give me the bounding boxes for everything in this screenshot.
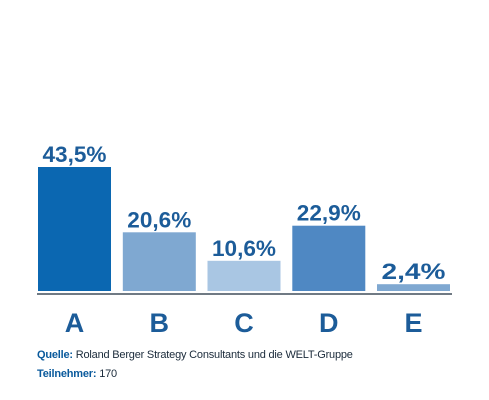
category-label-b: B xyxy=(150,308,170,338)
bar-a xyxy=(38,167,111,291)
category-label-a: A xyxy=(65,308,85,338)
participants-text: 170 xyxy=(96,368,117,380)
value-label-d: 22,9% xyxy=(297,201,361,226)
source-label: Quelle: xyxy=(37,349,73,361)
value-label-c: 10,6% xyxy=(212,236,276,261)
source-text: Roland Berger Strategy Consultants und d… xyxy=(72,349,353,361)
source-note: Quelle: Roland Berger Strategy Consultan… xyxy=(37,348,353,362)
bars-layer xyxy=(38,167,450,291)
category-label-d: D xyxy=(319,308,339,338)
category-labels-layer: A B C D E xyxy=(65,308,423,338)
category-label-c: C xyxy=(234,308,254,338)
bar-c xyxy=(207,260,281,291)
value-label-b: 20,6% xyxy=(127,207,191,232)
bar-b xyxy=(122,232,196,291)
bar-e xyxy=(377,284,450,291)
participants-note: Teilnehmer: 170 xyxy=(37,367,117,381)
value-label-a: 43,5% xyxy=(43,142,107,167)
value-labels-layer: 43,5% 20,6% 10,6% 22,9% 2,4% xyxy=(43,142,446,284)
bar-d xyxy=(292,225,366,291)
value-label-e: 2,4% xyxy=(382,259,446,284)
participants-label: Teilnehmer: xyxy=(37,368,97,380)
category-label-e: E xyxy=(404,308,422,338)
